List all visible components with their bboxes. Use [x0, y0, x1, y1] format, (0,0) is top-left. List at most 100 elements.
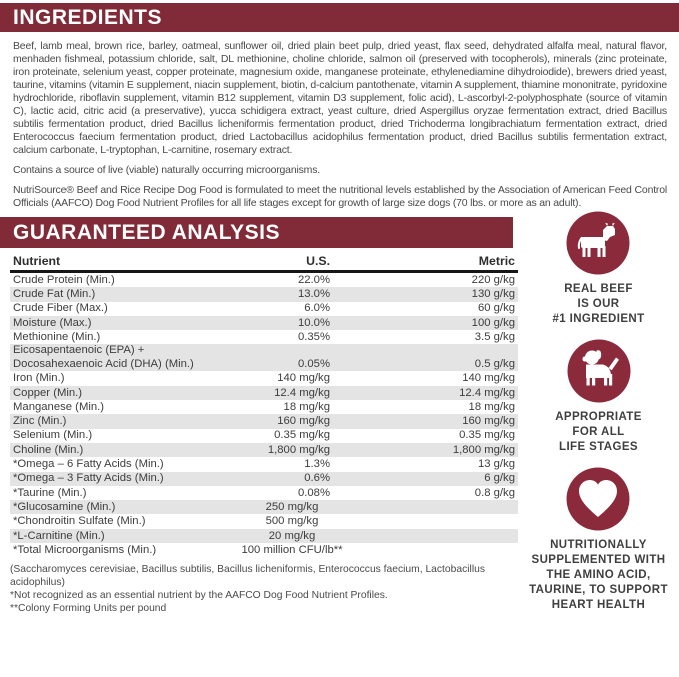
footnote: **Colony Forming Units per pound	[10, 602, 167, 614]
nutrient-name: Copper (Min.)	[13, 386, 83, 399]
badge: NUTRITIONALLY SUPPLEMENTED WITH THE AMINO …	[529, 467, 668, 613]
metric-value: 0.5 g/kg	[474, 357, 515, 370]
us-value: 22.0%	[297, 273, 330, 286]
nutrient-name: Choline (Min.)	[13, 443, 84, 456]
metric-value: 13 g/kg	[477, 458, 515, 471]
guaranteed-analysis-header-bar: GUARANTEED ANALYSIS	[0, 217, 513, 248]
us-value: 1,800 mg/kg	[267, 443, 330, 456]
us-value: 13.0%	[297, 288, 330, 301]
col-header-metric: Metric	[478, 254, 515, 268]
us-value: 18 mg/kg	[283, 400, 330, 413]
badge: REAL BEEF IS OUR #1 INGREDIENT	[552, 211, 644, 327]
us-value: 160 mg/kg	[277, 415, 330, 428]
table-row: *Glucosamine (Min.) 250 mg/kg	[10, 500, 518, 515]
metric-value: 130 g/kg	[471, 288, 515, 301]
us-value: 1.3%	[304, 458, 330, 471]
table-row: Crude Protein (Min.) 22.0% 220 g/kg	[10, 273, 518, 287]
table-row: Zinc (Min.) 160 mg/kg 160 mg/kg	[10, 414, 518, 429]
us-value: 0.08%	[297, 486, 330, 499]
table-row: Iron (Min.) 140 mg/kg 140 mg/kg	[10, 371, 518, 385]
us-value: 0.35%	[297, 330, 330, 343]
nutrient-name: *Glucosamine (Min.)	[13, 500, 116, 513]
table-row: Methionine (Min.) 0.35% 3.5 g/kg	[10, 330, 518, 344]
badge-caption: APPROPRIATE FOR ALL LIFE STAGES	[555, 411, 642, 453]
guaranteed-analysis-table: Nutrient U.S. Metric Crude Protein (Min.…	[10, 254, 518, 557]
metric-value: 100 g/kg	[471, 316, 515, 329]
ingredients-header-bar: INGREDIENTS	[0, 3, 679, 32]
metric-value: 220 g/kg	[471, 273, 515, 286]
combined-value: 500 mg/kg	[265, 515, 319, 528]
nutrient-name: *Omega – 3 Fatty Acids (Min.)	[13, 472, 164, 485]
nutrient-name: Crude Fat (Min.)	[13, 288, 96, 301]
col-header-nutrient: Nutrient	[13, 254, 61, 268]
nutrient-name: *L-Carnitine (Min.)	[13, 529, 105, 542]
badge-caption: REAL BEEF IS OUR #1 INGREDIENT	[552, 283, 645, 325]
aafco-statement: NutriSource® Beef and Rice Recipe Dog Fo…	[13, 184, 667, 209]
guaranteed-analysis-title: GUARANTEED ANALYSIS	[13, 221, 280, 244]
us-value: 12.4 mg/kg	[274, 386, 330, 399]
combined-value: 20 mg/kg	[268, 529, 316, 542]
nutrient-name: Methionine (Min.)	[13, 330, 101, 343]
ingredients-paragraph: Beef, lamb meal, brown rice, barley, oat…	[13, 40, 667, 156]
table-body: Crude Protein (Min.) 22.0% 220 g/kg Crud…	[10, 273, 518, 557]
badge-caption: NUTRITIONALLY SUPPLEMENTED WITH THE AMINO …	[529, 539, 668, 611]
microorganisms-note: Contains a source of live (viable) natur…	[13, 164, 320, 176]
table-row: *Omega – 3 Fatty Acids (Min.) 0.6% 6 g/k…	[10, 471, 518, 486]
table-row: *Taurine (Min.) 0.08% 0.8 g/kg	[10, 486, 518, 500]
metric-value: 1,800 mg/kg	[452, 443, 515, 456]
badge-column: REAL BEEF IS OUR #1 INGREDIENT APPROPRIATE…	[518, 211, 679, 625]
metric-value: 0.8 g/kg	[474, 486, 515, 499]
combined-value: 250 mg/kg	[265, 500, 319, 513]
nutrient-name: *Omega – 6 Fatty Acids (Min.)	[13, 458, 164, 471]
table-row: Moisture (Max.) 10.0% 100 g/kg	[10, 315, 518, 331]
us-value: 10.0%	[297, 316, 330, 329]
us-value: 0.6%	[304, 472, 330, 485]
nutrient-name: *Taurine (Min.)	[13, 486, 87, 499]
table-row: *Total Microorganisms (Min.) 100 million…	[10, 543, 518, 557]
us-value: 6.0%	[304, 302, 330, 315]
badge: APPROPRIATE FOR ALL LIFE STAGES	[555, 339, 642, 455]
col-header-us: U.S.	[306, 254, 330, 268]
footnotes: (Saccharomyces cerevisiae, Bacillus subt…	[10, 564, 515, 615]
heart-icon	[566, 467, 630, 531]
table-row: *Omega – 6 Fatty Acids (Min.) 1.3% 13 g/…	[10, 457, 518, 471]
nutrient-name: Iron (Min.)	[13, 372, 65, 385]
table-row: Selenium (Min.) 0.35 mg/kg 0.35 mg/kg	[10, 429, 518, 443]
nutrient-name: Eicosapentaenoic (EPA) + Docosahexaenoic …	[13, 344, 194, 370]
ingredients-title: INGREDIENTS	[13, 6, 163, 29]
dog-icon	[567, 339, 631, 403]
table-row: Copper (Min.) 12.4 mg/kg 12.4 mg/kg	[10, 385, 518, 401]
combined-value: 100 million CFU/lb**	[241, 543, 343, 556]
footnote: *Not recognized as an essential nutrient…	[10, 589, 388, 601]
metric-value: 0.35 mg/kg	[459, 429, 515, 442]
cow-icon	[566, 211, 630, 275]
table-row: Choline (Min.) 1,800 mg/kg 1,800 mg/kg	[10, 442, 518, 458]
table-row: Eicosapentaenoic (EPA) + Docosahexaenoic …	[10, 344, 518, 372]
metric-value: 140 mg/kg	[462, 372, 515, 385]
metric-value: 3.5 g/kg	[474, 330, 515, 343]
metric-value: 12.4 mg/kg	[459, 386, 515, 399]
analysis-left-column: GUARANTEED ANALYSIS Nutrient U.S. Metric…	[0, 217, 518, 625]
nutrient-name: Crude Protein (Min.)	[13, 273, 115, 286]
table-header-row: Nutrient U.S. Metric	[10, 254, 518, 273]
guaranteed-analysis-section: GUARANTEED ANALYSIS Nutrient U.S. Metric…	[0, 211, 679, 625]
table-row: *Chondroitin Sulfate (Min.) 500 mg/kg	[10, 514, 518, 528]
metric-value: 60 g/kg	[477, 302, 515, 315]
nutrient-name: *Chondroitin Sulfate (Min.)	[13, 515, 146, 528]
footnote: (Saccharomyces cerevisiae, Bacillus subt…	[10, 564, 485, 589]
metric-value: 18 mg/kg	[468, 400, 515, 413]
ingredients-section: Beef, lamb meal, brown rice, barley, oat…	[0, 32, 679, 210]
nutrient-name: Zinc (Min.)	[13, 415, 67, 428]
us-value: 0.35 mg/kg	[274, 429, 330, 442]
nutrient-name: *Total Microorganisms (Min.)	[13, 543, 157, 556]
us-value: 140 mg/kg	[277, 372, 330, 385]
table-row: Crude Fat (Min.) 13.0% 130 g/kg	[10, 287, 518, 302]
nutrient-name: Crude Fiber (Max.)	[13, 302, 108, 315]
metric-value: 160 mg/kg	[462, 415, 515, 428]
metric-value: 6 g/kg	[484, 472, 515, 485]
table-row: *L-Carnitine (Min.) 20 mg/kg	[10, 528, 518, 544]
us-value: 0.05%	[297, 357, 330, 370]
nutrient-name: Manganese (Min.)	[13, 400, 105, 413]
nutrient-name: Selenium (Min.)	[13, 429, 93, 442]
table-row: Manganese (Min.) 18 mg/kg 18 mg/kg	[10, 400, 518, 414]
